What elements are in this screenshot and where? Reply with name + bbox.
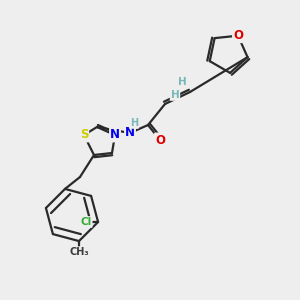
Text: O: O xyxy=(155,134,165,146)
Text: CH₃: CH₃ xyxy=(69,247,89,257)
Text: S: S xyxy=(80,128,88,142)
Text: H: H xyxy=(130,118,138,128)
Text: Cl: Cl xyxy=(80,217,92,227)
Text: H: H xyxy=(178,77,186,87)
Text: N: N xyxy=(125,127,135,140)
Text: N: N xyxy=(110,128,120,142)
Text: O: O xyxy=(233,29,243,42)
Text: H: H xyxy=(171,90,179,100)
